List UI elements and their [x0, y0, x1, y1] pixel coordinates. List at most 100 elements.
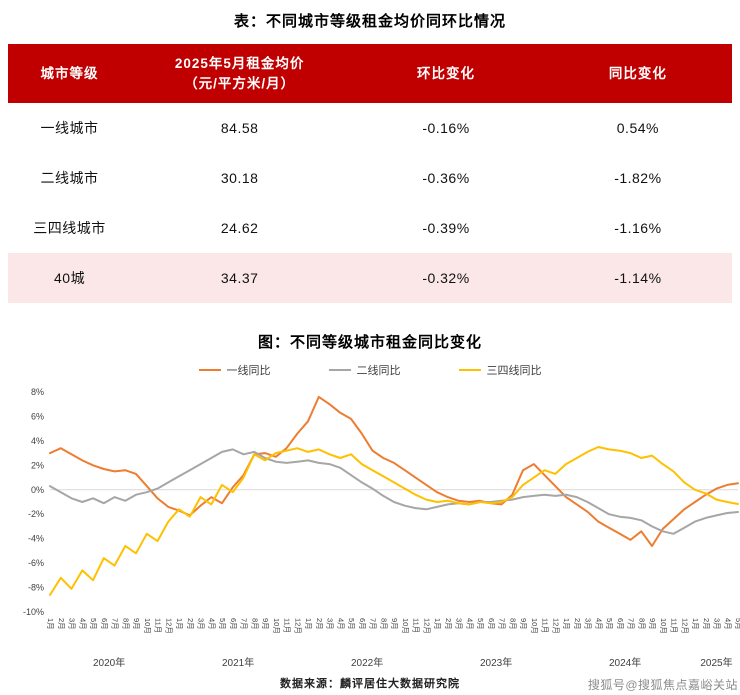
x-axis-tick: 4月 — [78, 618, 87, 630]
series-line-三四线同比 — [49, 446, 739, 597]
column-header: 环比变化 — [348, 44, 544, 104]
x-axis-tick: 11月 — [283, 618, 292, 633]
chart-title: 图：不同等级城市租金同比变化 — [257, 334, 482, 352]
y-axis-tick: 6% — [31, 412, 44, 422]
table-title: 表：不同城市等级租金均价同环比情况 — [233, 13, 506, 30]
x-axis-tick: 5月 — [89, 618, 98, 630]
x-axis-tick: 8月 — [637, 618, 646, 630]
tier-cell: 一线城市 — [40, 120, 99, 137]
yoy-cell: -1.14% — [614, 270, 662, 287]
year-label: 2020年 — [93, 656, 125, 669]
data-source-text: 数据来源：麟评居住大数据研究院 — [280, 678, 460, 691]
x-axis-tick: 10月 — [401, 618, 410, 634]
x-axis-tick: 6月 — [616, 618, 625, 630]
x-axis-tick: 1月 — [304, 618, 313, 630]
x-axis-tick: 6月 — [358, 618, 367, 630]
chart-legend: 一线同比 二线同比 三四线同比 — [8, 362, 732, 378]
legend-line-swatch — [198, 369, 221, 372]
y-axis-tick: 8% — [31, 387, 44, 397]
x-axis-tick: 1月 — [433, 618, 442, 630]
x-axis-tick: 3月 — [68, 618, 77, 630]
x-axis-tick: 5月 — [476, 618, 485, 630]
x-axis-tick: 5月 — [734, 618, 740, 630]
table-header-row: 城市等级 2025年5月租金均价 （元/平方米/月） 环比变化 同比变化 — [8, 44, 732, 104]
series-line-一线同比 — [49, 396, 739, 548]
y-axis-tick: 0% — [31, 485, 44, 495]
x-axis-tick: 6月 — [229, 618, 238, 630]
footer: 数据来源：麟评居住大数据研究院 — [8, 674, 732, 694]
yoy-cell: 0.54% — [616, 120, 659, 137]
x-axis-tick: 9月 — [390, 618, 399, 630]
yoy-cell: -1.16% — [614, 220, 662, 237]
price-cell: 84.58 — [220, 120, 259, 137]
legend-line-swatch — [458, 369, 481, 372]
column-header: 城市等级 — [8, 44, 132, 104]
x-axis-tick: 10月 — [272, 618, 281, 634]
x-axis-tick: 11月 — [670, 618, 679, 633]
legend-line-swatch — [328, 369, 351, 372]
watermark-text: 搜狐号@搜狐焦点嘉峪关站 — [587, 678, 738, 692]
x-axis-tick: 5月 — [218, 618, 227, 630]
x-axis-tick: 12月 — [422, 618, 431, 634]
x-axis-tick: 5月 — [605, 618, 614, 630]
legend-label: 一线同比 — [226, 365, 271, 378]
mom-cell: -0.16% — [422, 120, 470, 137]
y-axis-tick: -2% — [28, 509, 44, 519]
year-label: 2023年 — [480, 656, 512, 669]
legend-label: 三四线同比 — [486, 365, 542, 378]
x-axis-tick: 8月 — [379, 618, 388, 630]
x-axis-tick: 4月 — [723, 618, 732, 630]
x-axis-tick: 2月 — [186, 618, 195, 630]
x-axis-tick: 9月 — [519, 618, 528, 630]
y-axis-tick: -8% — [28, 583, 44, 593]
x-axis-tick: 10月 — [659, 618, 668, 634]
table-body: 一线城市 84.58 -0.16% 0.54% 二线城市 30.18 -0.36% -1.82… — [8, 103, 732, 304]
x-axis-tick: 4月 — [594, 618, 603, 630]
table-row: 二线城市 30.18 -0.36% -1.82% — [8, 153, 732, 203]
x-axis-tick: 4月 — [207, 618, 216, 630]
series-line-二线同比 — [49, 448, 739, 535]
x-axis-tick: 9月 — [261, 618, 270, 630]
y-axis-tick: -10% — [23, 607, 44, 617]
year-label: 2021年 — [222, 656, 254, 669]
mom-cell: -0.36% — [422, 170, 470, 187]
x-axis-tick: 10月 — [143, 618, 152, 634]
trend-chart: 8%6%4%2%0%-2%-4%-6%-8%-10%1月 2月 3月 4月 5月 6月 7月… — [23, 387, 740, 669]
x-axis-tick: 1月 — [46, 618, 55, 630]
legend-item: 一线同比 — [198, 362, 271, 378]
legend-item: 二线同比 — [328, 362, 401, 378]
mom-cell: -0.32% — [422, 270, 470, 287]
x-axis-tick: 1月 — [691, 618, 700, 630]
x-axis-tick: 7月 — [369, 618, 378, 630]
rent-table: 城市等级 2025年5月租金均价 （元/平方米/月） 环比变化 同比变化 一线城市 84.… — [8, 44, 732, 304]
x-axis-tick: 7月 — [498, 618, 507, 630]
year-label: 2022年 — [351, 656, 383, 669]
x-axis-tick: 3月 — [713, 618, 722, 630]
column-header: 同比变化 — [543, 44, 732, 104]
price-cell: 24.62 — [220, 220, 259, 237]
x-axis-tick: 2月 — [57, 618, 66, 630]
x-axis-tick: 12月 — [164, 618, 173, 634]
table-row: 三四线城市 24.62 -0.39% -1.16% — [8, 203, 732, 253]
tier-cell: 40城 — [54, 270, 86, 287]
x-axis-tick: 1月 — [562, 618, 571, 630]
table-row: 一线城市 84.58 -0.16% 0.54% — [8, 103, 732, 153]
x-axis-tick: 12月 — [551, 618, 560, 634]
year-label: 2024年 — [609, 656, 641, 669]
x-axis-tick: 2月 — [444, 618, 453, 630]
x-axis-tick: 8月 — [508, 618, 517, 630]
x-axis-tick: 9月 — [648, 618, 657, 630]
price-cell: 34.37 — [220, 270, 259, 287]
x-axis-tick: 4月 — [336, 618, 345, 630]
x-axis-tick: 11月 — [541, 618, 550, 633]
mom-cell: -0.39% — [422, 220, 470, 237]
price-cell: 30.18 — [220, 170, 259, 187]
legend-item: 三四线同比 — [458, 362, 542, 378]
y-axis-tick: -4% — [28, 534, 44, 544]
yoy-cell: -1.82% — [614, 170, 662, 187]
x-axis-tick: 5月 — [347, 618, 356, 630]
x-axis-tick: 7月 — [627, 618, 636, 630]
x-axis-tick: 2月 — [702, 618, 711, 630]
x-axis-tick: 9月 — [132, 618, 141, 630]
